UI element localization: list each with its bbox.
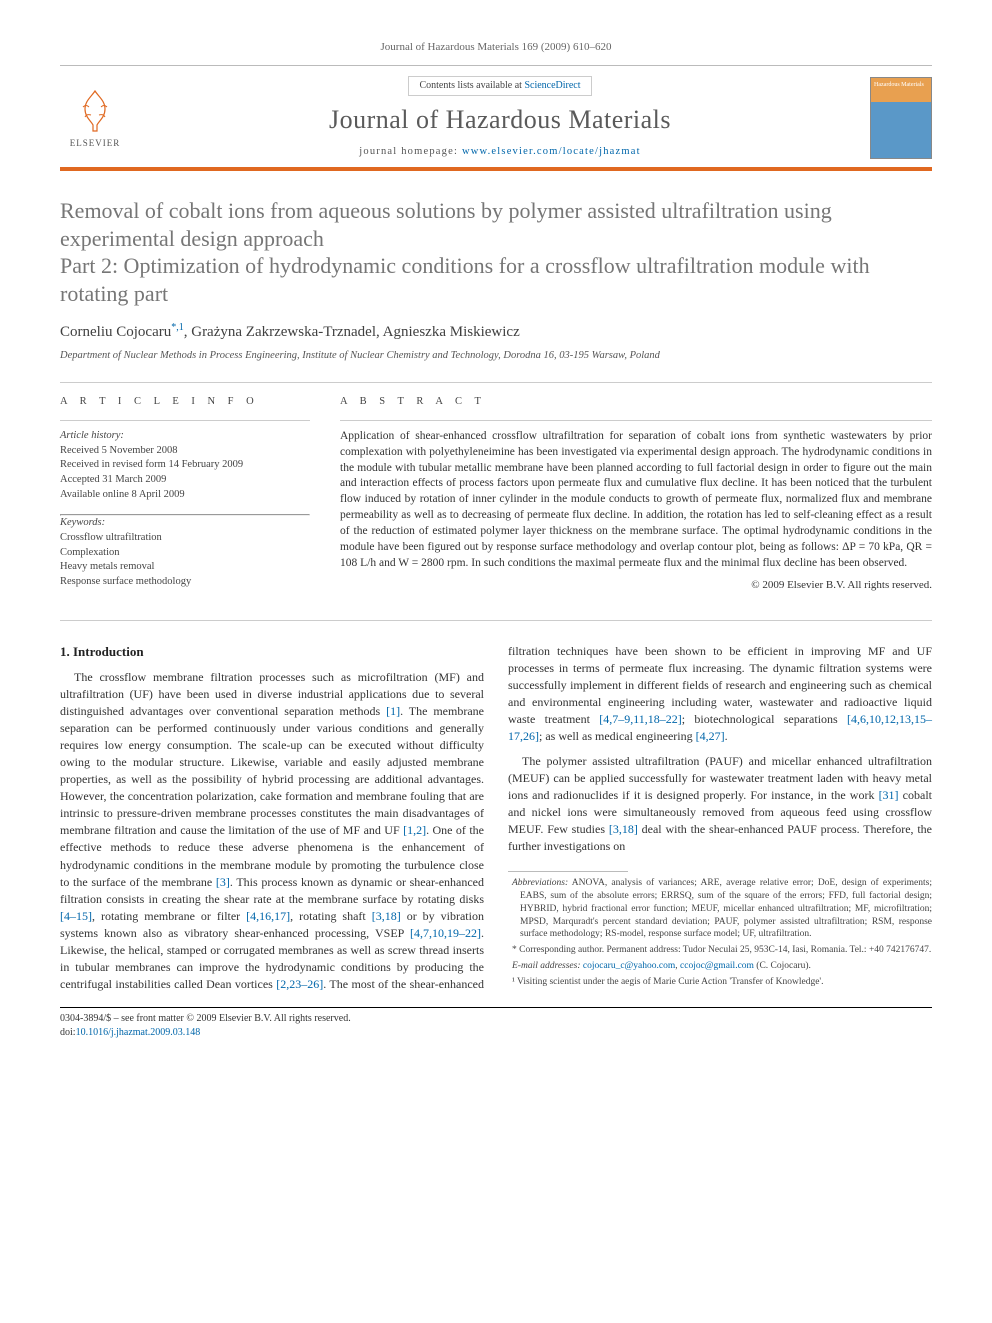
ref-link[interactable]: [3,18]	[372, 909, 401, 923]
abbrev-text: ANOVA, analysis of variances; ARE, avera…	[520, 878, 932, 939]
body-text: 1. Introduction The crossflow membrane f…	[60, 643, 932, 993]
masthead: ELSEVIER Contents lists available at Sci…	[60, 65, 932, 171]
keyword: Crossflow ultrafiltration	[60, 531, 310, 546]
footnotes: Abbreviations: ANOVA, analysis of varian…	[508, 871, 932, 989]
keyword: Complexation	[60, 546, 310, 561]
cover-label: Hazardous Materials	[874, 82, 928, 88]
tree-icon	[71, 87, 119, 135]
abbrev-label: Abbreviations:	[512, 878, 568, 888]
ref-link[interactable]: [31]	[879, 788, 899, 802]
history-accepted: Accepted 31 March 2009	[60, 473, 310, 488]
doi-link[interactable]: 10.1016/j.jhazmat.2009.03.148	[76, 1027, 201, 1038]
ref-link[interactable]: [4,7,10,19–22]	[410, 926, 481, 940]
body-span: , rotating shaft	[290, 909, 372, 923]
email-tail: (C. Cojocaru).	[754, 961, 811, 971]
contents-prefix: Contents lists available at	[419, 80, 524, 91]
body-span: The polymer assisted ultrafiltration (PA…	[508, 754, 932, 802]
title-line2: Part 2: Optimization of hydrodynamic con…	[60, 253, 870, 306]
doi-label: doi:	[60, 1027, 76, 1038]
ref-link[interactable]: [3]	[216, 875, 230, 889]
history-revised: Received in revised form 14 February 200…	[60, 458, 310, 473]
keywords-head: Keywords:	[60, 516, 310, 531]
footer: 0304-3894/$ – see front matter © 2009 El…	[60, 1012, 932, 1040]
email-link[interactable]: ccojoc@gmail.com	[680, 961, 754, 971]
ref-link[interactable]: [4,7–9,11,18–22]	[599, 712, 682, 726]
keyword: Heavy metals removal	[60, 560, 310, 575]
elsevier-logo: ELSEVIER	[60, 78, 130, 158]
email-label: E-mail addresses:	[512, 961, 583, 971]
ref-link[interactable]: [1,2]	[403, 823, 426, 837]
email-link[interactable]: cojocaru_c@yahoo.com	[583, 961, 675, 971]
top-citation: Journal of Hazardous Materials 169 (2009…	[60, 40, 932, 55]
affiliation: Department of Nuclear Methods in Process…	[60, 349, 932, 364]
footnote-rule	[508, 871, 628, 872]
homepage-link[interactable]: www.elsevier.com/locate/jhazmat	[462, 146, 641, 157]
homepage-prefix: journal homepage:	[359, 146, 462, 157]
title-line1: Removal of cobalt ions from aqueous solu…	[60, 198, 832, 251]
authors: Corneliu Cojocaru*,1, Grażyna Zakrzewska…	[60, 321, 932, 343]
body-span: , rotating membrane or filter	[92, 909, 246, 923]
article-title: Removal of cobalt ions from aqueous solu…	[60, 197, 932, 307]
body-span: .	[725, 729, 728, 743]
body-span: ; as well as medical engineering	[539, 729, 696, 743]
ref-link[interactable]: [4–15]	[60, 909, 92, 923]
section-1-head: 1. Introduction	[60, 643, 484, 661]
ref-link[interactable]: [2,23–26]	[276, 977, 323, 991]
footnote-1: ¹ Visiting scientist under the aegis of …	[508, 976, 932, 989]
body-span: . The membrane separation can be perform…	[60, 704, 484, 837]
history-head: Article history:	[60, 429, 310, 444]
author-1: Corneliu Cojocaru	[60, 324, 171, 340]
ref-link[interactable]: [3,18]	[609, 822, 638, 836]
author-rest: , Grażyna Zakrzewska-Trznadel, Agnieszka…	[184, 324, 520, 340]
abstract-copyright: © 2009 Elsevier B.V. All rights reserved…	[340, 578, 932, 593]
elsevier-text: ELSEVIER	[70, 137, 121, 150]
contents-bar: Contents lists available at ScienceDirec…	[408, 76, 591, 96]
journal-name: Journal of Hazardous Materials	[329, 102, 671, 138]
keyword: Response surface methodology	[60, 575, 310, 590]
sciencedirect-link[interactable]: ScienceDirect	[524, 80, 580, 91]
article-info-column: A R T I C L E I N F O Article history: R…	[60, 395, 310, 602]
divider	[60, 420, 310, 421]
footer-rule	[60, 1007, 932, 1008]
footer-issn: 0304-3894/$ – see front matter © 2009 El…	[60, 1012, 932, 1026]
divider	[60, 382, 932, 383]
history-received: Received 5 November 2008	[60, 444, 310, 459]
divider	[60, 620, 932, 621]
abstract-column: A B S T R A C T Application of shear-enh…	[340, 395, 932, 602]
abstract-head: A B S T R A C T	[340, 395, 932, 410]
author-marks-link[interactable]: *,1	[171, 324, 184, 340]
history-online: Available online 8 April 2009	[60, 488, 310, 503]
ref-link[interactable]: [4,27]	[696, 729, 725, 743]
author-marks: *,1	[171, 322, 184, 333]
corresponding-author: * Corresponding author. Permanent addres…	[508, 944, 932, 957]
journal-homepage: journal homepage: www.elsevier.com/locat…	[359, 145, 640, 160]
abstract-text: Application of shear-enhanced crossflow …	[340, 429, 932, 572]
ref-link[interactable]: [1]	[386, 704, 400, 718]
divider	[340, 420, 932, 421]
ref-link[interactable]: [4,16,17]	[246, 909, 290, 923]
body-span: ; biotechnological separations	[682, 712, 847, 726]
journal-cover-thumb: Hazardous Materials	[870, 77, 932, 159]
article-info-head: A R T I C L E I N F O	[60, 395, 310, 410]
